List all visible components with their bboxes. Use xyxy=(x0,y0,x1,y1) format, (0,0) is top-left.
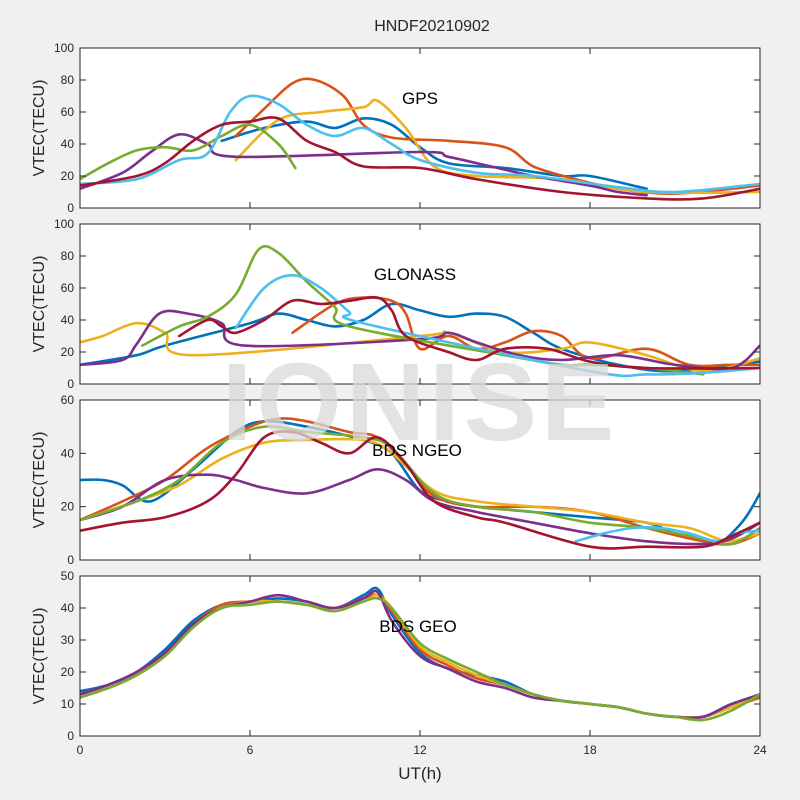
series-line-3 xyxy=(80,437,760,543)
series-group xyxy=(80,417,760,550)
panel-bds-geo: 0 10 20 30 40 50 0 6 12 18 24 VTEC(TECU) BDS GEO xyxy=(31,569,767,757)
axes-background xyxy=(80,48,760,208)
y-tick-label: 20 xyxy=(61,500,75,514)
x-tick-label: 18 xyxy=(583,743,597,757)
panel-label: BDS NGEO xyxy=(372,441,462,460)
y-tick-label: 0 xyxy=(67,377,74,391)
y-tick-label: 50 xyxy=(61,569,75,583)
y-tick-label: 40 xyxy=(61,601,75,615)
panel-label: BDS GEO xyxy=(379,617,456,636)
series-group xyxy=(80,586,760,722)
y-tick-label: 60 xyxy=(61,105,75,119)
y-tick-label: 80 xyxy=(61,249,75,263)
y-tick-label: 0 xyxy=(67,729,74,743)
figure-title: HNDF20210902 xyxy=(374,18,490,35)
y-tick-label: 40 xyxy=(61,313,75,327)
y-tick-label: 20 xyxy=(61,345,75,359)
series-line-7 xyxy=(177,295,760,370)
series-line-5 xyxy=(80,123,297,181)
series-line-4 xyxy=(80,309,760,371)
y-tick-label: 10 xyxy=(61,697,75,711)
y-tick-label: 20 xyxy=(61,169,75,183)
y-tick-label: 40 xyxy=(61,446,75,460)
y-axis-label: VTEC(TECU) xyxy=(31,608,48,705)
y-tick-label: 80 xyxy=(61,73,75,87)
series-line-7 xyxy=(80,116,760,201)
series-line-4 xyxy=(80,468,760,546)
series-line-5 xyxy=(80,596,760,722)
y-tick-label: 30 xyxy=(61,633,75,647)
y-axis-label: VTEC(TECU) xyxy=(31,256,48,353)
axes-background xyxy=(80,224,760,384)
x-tick-label: 24 xyxy=(753,743,767,757)
x-tick-label: 12 xyxy=(413,743,427,757)
panel-bds-ngeo: 0 20 40 60 VTEC(TECU) BDS NGEO xyxy=(31,393,761,567)
y-tick-label: 60 xyxy=(61,281,75,295)
y-tick-label: 0 xyxy=(67,553,74,567)
x-axis-label: UT(h) xyxy=(398,764,441,783)
y-tick-label: 100 xyxy=(54,41,74,55)
y-axis-label: VTEC(TECU) xyxy=(31,432,48,529)
panel-label: GPS xyxy=(402,89,438,108)
x-tick-label: 0 xyxy=(77,743,84,757)
watermark-text: IONISE xyxy=(222,341,619,464)
y-tick-label: 20 xyxy=(61,665,75,679)
panel-gps: 0 20 40 60 80 100 VTEC(TECU) GPS xyxy=(31,41,761,215)
y-tick-label: 40 xyxy=(61,137,75,151)
y-tick-label: 100 xyxy=(54,217,74,231)
panel-glonass: 0 20 40 60 80 100 VTEC(TECU) GLONASS xyxy=(31,217,761,391)
y-tick-label: 0 xyxy=(67,201,74,215)
series-group xyxy=(80,77,760,201)
x-tick-label: 6 xyxy=(247,743,254,757)
y-axis-label: VTEC(TECU) xyxy=(31,80,48,177)
series-line-6 xyxy=(234,273,760,378)
series-line-7 xyxy=(80,430,760,550)
y-tick-label: 60 xyxy=(61,393,75,407)
panel-label: GLONASS xyxy=(374,265,456,284)
series-line-6 xyxy=(80,94,760,194)
series-group xyxy=(80,244,760,378)
